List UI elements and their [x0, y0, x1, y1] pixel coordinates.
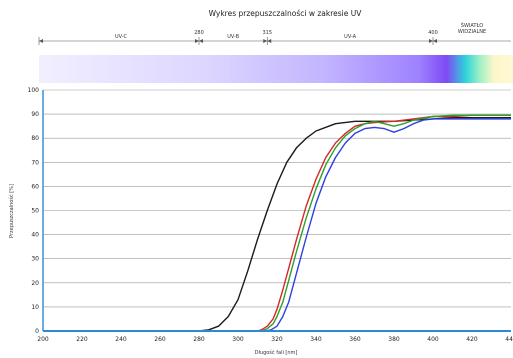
x-tick-label: 200	[37, 336, 49, 343]
band-label: UV-C	[115, 34, 128, 40]
y-tick-label: 20	[31, 280, 39, 287]
y-tick-label: 10	[31, 304, 39, 311]
band-arrowhead	[199, 39, 203, 43]
y-tick-label: 70	[31, 159, 39, 166]
band-label: WIDZIALNE	[458, 29, 486, 35]
x-tick-label: 260	[154, 336, 166, 343]
series-line-2	[43, 114, 511, 332]
y-tick-label: 30	[31, 256, 39, 263]
band-arrowhead	[267, 39, 272, 43]
band-boundary-label: 400	[428, 30, 438, 36]
band-arrowhead	[429, 39, 433, 43]
band-label: UV-B	[227, 34, 239, 40]
series-line-4	[43, 118, 511, 332]
y-tick-label: 40	[31, 232, 39, 239]
x-tick-label: 340	[310, 336, 322, 343]
band-label: UV-A	[344, 34, 356, 40]
chart-title: Wykres przepuszczalności w zakresie UV	[209, 9, 363, 18]
y-tick-label: 50	[31, 208, 39, 215]
band-label: ŚWIATŁO	[461, 22, 483, 29]
series-line-1	[43, 117, 511, 332]
x-tick-label: 300	[232, 336, 244, 343]
band-boundary-label: 315	[262, 30, 272, 36]
band-arrowhead	[263, 39, 268, 43]
x-tick-label: 240	[115, 336, 127, 343]
x-tick-label: 280	[193, 336, 205, 343]
x-tick-label: 380	[388, 336, 400, 343]
band-boundary-label: 280	[194, 30, 204, 36]
band-arrowhead	[195, 39, 199, 43]
x-tick-label: 320	[271, 336, 283, 343]
band-arrowhead	[433, 39, 437, 43]
x-tick-label: 360	[349, 336, 361, 343]
band-arrowhead	[39, 39, 43, 43]
y-tick-label: 100	[28, 87, 40, 94]
x-tick-label: 220	[76, 336, 88, 343]
series-lines	[43, 114, 511, 332]
x-tick-label: 420	[466, 336, 478, 343]
y-tick-label: 80	[31, 135, 39, 142]
x-tick-label: 440	[505, 336, 513, 343]
series-line-3	[43, 114, 511, 332]
y-tick-label: 90	[31, 111, 39, 118]
axes	[42, 90, 511, 332]
x-axis-label: Długość fali [nm]	[255, 349, 298, 356]
x-tick-label: 400	[427, 336, 439, 343]
y-tick-label: 0	[35, 328, 39, 335]
tick-labels: 0 10 20 30 40 50 60 70 80 90 100 200 220 240 260 280 300…	[28, 87, 513, 343]
spectrum-bar	[39, 55, 513, 83]
y-tick-label: 60	[31, 183, 39, 190]
grid-lines	[43, 89, 511, 308]
y-axis-label: Przepuszczalność [%]	[8, 184, 15, 238]
